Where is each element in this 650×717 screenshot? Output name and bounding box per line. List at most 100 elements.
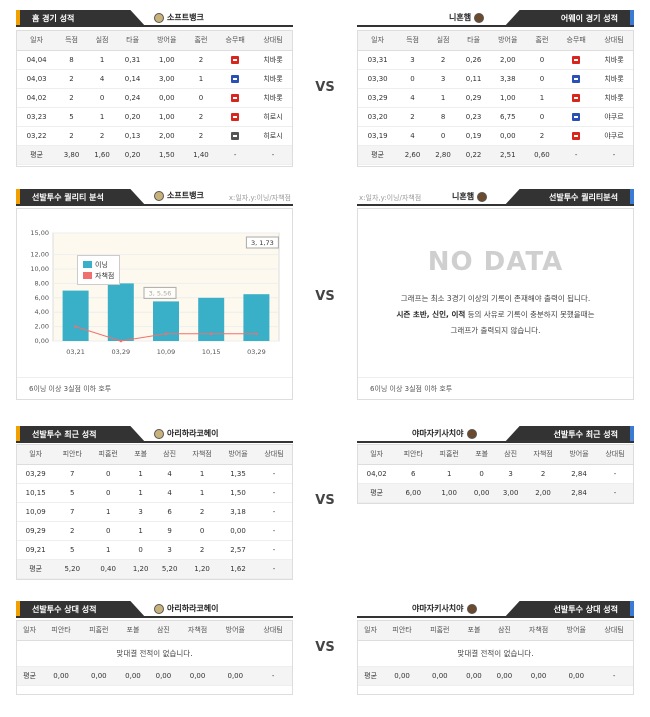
column-header: 포볼 bbox=[126, 445, 156, 465]
table-cell: 야쿠르 bbox=[595, 126, 633, 146]
average-cell: 1,20 bbox=[184, 559, 221, 579]
table-cell: 04,03 bbox=[17, 69, 57, 89]
table-cell: 2,00 bbox=[488, 50, 527, 70]
table-cell: 03,19 bbox=[358, 126, 398, 146]
average-cell: - bbox=[595, 145, 633, 165]
table-cell: - bbox=[255, 483, 292, 503]
column-header: 자책점 bbox=[525, 445, 562, 465]
column-header: 피홈런 bbox=[431, 445, 468, 465]
average-cell: 2,60 bbox=[397, 145, 428, 165]
table-cell: 야쿠르 bbox=[595, 107, 633, 127]
table-cell: 2 bbox=[397, 107, 428, 127]
table-cell: 3 bbox=[496, 464, 526, 484]
average-cell: 평균 bbox=[17, 145, 57, 165]
average-cell: 평균 bbox=[358, 145, 398, 165]
table-cell bbox=[216, 107, 255, 127]
average-cell: 3,00 bbox=[496, 483, 526, 503]
average-cell: 0,40 bbox=[90, 559, 127, 579]
home-team-label: 소프트뱅크 bbox=[154, 12, 204, 23]
table-cell: 0,00 bbox=[147, 88, 186, 108]
column-header: 피홈런 bbox=[90, 445, 127, 465]
column-header: 삼진 bbox=[489, 621, 520, 641]
table-cell: 4 bbox=[86, 69, 118, 89]
axis-hint: x:일자,y:이닝/자책점 bbox=[359, 194, 422, 202]
table-cell: 09,21 bbox=[17, 540, 55, 560]
table-cell: 0 bbox=[526, 107, 558, 127]
vs-right-title: 선발투수 상대 성적 bbox=[504, 601, 634, 618]
table-cell: 0,23 bbox=[458, 107, 489, 127]
table-cell: 0,19 bbox=[458, 126, 489, 146]
column-header: 포볼 bbox=[458, 621, 490, 641]
column-header: 방어율 bbox=[220, 445, 256, 465]
vs-left-header: 선발투수 상대 성적 아리하라코헤이 bbox=[16, 601, 293, 618]
column-header: 방어율 bbox=[147, 31, 186, 51]
table-cell: - bbox=[255, 521, 292, 541]
away-record-header: 어웨이 경기 성적 니혼햄 bbox=[357, 10, 634, 27]
column-header: 일자 bbox=[17, 445, 55, 465]
table-row: 09,21 5 1 0 3 2 2,57- bbox=[17, 540, 292, 560]
table-cell bbox=[557, 126, 596, 146]
table-cell: 1 bbox=[431, 464, 468, 484]
average-cell: 2,80 bbox=[427, 145, 459, 165]
average-cell: 1,62 bbox=[220, 559, 256, 579]
column-header: 홈런 bbox=[526, 31, 558, 51]
table-cell: 2 bbox=[56, 69, 87, 89]
team-logo-icon bbox=[466, 428, 477, 439]
x-tick-label: 10,09 bbox=[157, 348, 176, 356]
table-cell: - bbox=[255, 464, 292, 484]
y-tick-label: 15,00 bbox=[30, 229, 49, 237]
team-logo-icon bbox=[466, 603, 477, 614]
column-header: 피홈런 bbox=[420, 621, 459, 641]
column-header: 상대팀 bbox=[595, 31, 633, 51]
x-tick-label: 03,29 bbox=[111, 348, 130, 356]
table-cell: 0 bbox=[185, 88, 217, 108]
average-cell: 5,20 bbox=[155, 559, 185, 579]
average-cell: 0,00 bbox=[458, 666, 490, 686]
column-header: 타율 bbox=[458, 31, 489, 51]
table-cell: 0,14 bbox=[117, 69, 148, 89]
average-cell: 1,50 bbox=[147, 145, 186, 165]
empty-message: 맞대결 전적이 없습니다. bbox=[358, 640, 633, 667]
innings-bar bbox=[107, 283, 134, 341]
table-cell: 0 bbox=[90, 483, 127, 503]
table-row: 03,30 0 3 0,11 3,38 0 치바롯 bbox=[358, 69, 633, 89]
annotation-box bbox=[143, 286, 177, 299]
team-logo-icon bbox=[154, 428, 164, 439]
empty-message: 맞대결 전적이 없습니다. bbox=[17, 640, 292, 667]
earned-runs-point bbox=[119, 339, 123, 343]
table-row: 04,02 2 0 0,24 0,00 0 치바롯 bbox=[17, 88, 292, 108]
table-cell: 0,00 bbox=[488, 126, 527, 146]
team-logo-icon bbox=[474, 12, 485, 23]
recent-left-title: 선발투수 최근 성적 bbox=[16, 426, 146, 443]
axis-hint: x:일자,y:이닝/자책점 bbox=[228, 194, 291, 202]
column-header: 실점 bbox=[86, 31, 118, 51]
table-cell: 0 bbox=[427, 126, 459, 146]
table-cell: - bbox=[255, 502, 292, 522]
average-cell: 0,00 bbox=[420, 666, 459, 686]
column-header: 피홈런 bbox=[79, 621, 118, 641]
vs-right-team-name: 야마자키사치야 bbox=[412, 604, 464, 613]
table-cell: 0 bbox=[126, 540, 156, 560]
column-header: 피안타 bbox=[42, 621, 80, 641]
column-header: 삼진 bbox=[148, 621, 179, 641]
table-cell: 3 bbox=[155, 540, 185, 560]
column-header: 득점 bbox=[56, 31, 87, 51]
average-cell: 0,00 bbox=[178, 666, 217, 686]
vs-label: VS bbox=[315, 493, 335, 508]
table-row: 03,23 5 1 0,20 1,00 2 히로시 bbox=[17, 107, 292, 127]
table-cell: 0,00 bbox=[220, 521, 256, 541]
vs-label: VS bbox=[315, 80, 335, 95]
average-cell: - bbox=[557, 145, 596, 165]
average-cell: 1,60 bbox=[86, 145, 118, 165]
table-cell: 2 bbox=[427, 50, 459, 70]
table-cell bbox=[557, 69, 596, 89]
table-cell: 6 bbox=[155, 502, 185, 522]
table-row: 04,03 2 4 0,14 3,00 1 치바롯 bbox=[17, 69, 292, 89]
quality-left-chart-box: 0,00 2,00 4,00 6,00 8,00 10,00 12,00 15,00 03,21… bbox=[16, 208, 293, 400]
table-cell: 4 bbox=[397, 126, 428, 146]
column-header: 방어율 bbox=[561, 445, 597, 465]
table-cell: 4 bbox=[155, 483, 185, 503]
table-cell: 3 bbox=[397, 50, 428, 70]
draw-icon bbox=[231, 131, 240, 140]
column-header: 자책점 bbox=[178, 621, 217, 641]
